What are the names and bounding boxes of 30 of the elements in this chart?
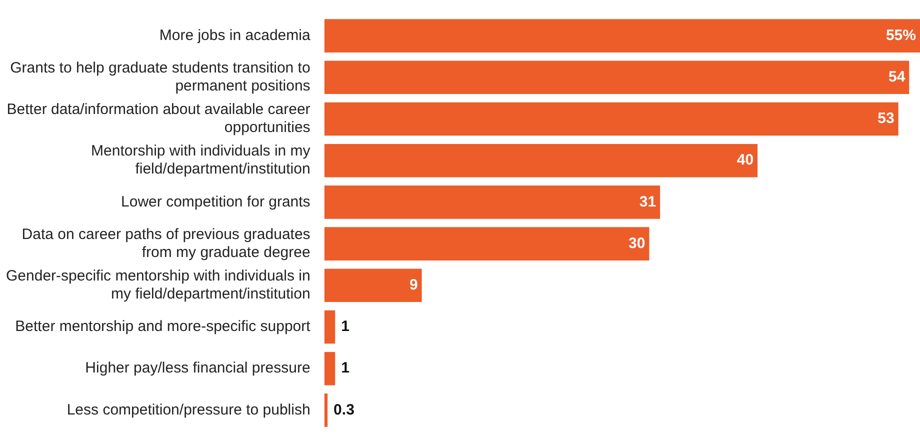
y-tick-label: Better data/information about available career opportunities	[6, 101, 310, 136]
data-label: 9	[409, 276, 418, 294]
bar	[324, 268, 422, 302]
y-tick-label: More jobs in academia	[159, 26, 311, 44]
data-label: 54	[888, 68, 906, 86]
y-tick-label: Lower competition for grants	[121, 193, 310, 210]
y-tick-label: Data on career paths of previous graduates from my graduate degree	[22, 226, 310, 261]
bar	[324, 186, 660, 219]
y-tick-label: Mentorship with individuals in my field/department/institution	[91, 142, 311, 178]
data-label: 55%	[886, 26, 916, 44]
y-tick-label: Better mentorship and more-specific support	[15, 318, 312, 336]
bar	[324, 352, 336, 386]
y-tick-label: Higher pay/less financial pressure	[85, 360, 310, 377]
bar	[324, 60, 910, 94]
bar	[324, 102, 898, 136]
bar	[324, 310, 336, 344]
data-label: 30	[628, 234, 646, 252]
data-label: 1	[341, 360, 350, 377]
y-tick-label: Gender-specific mentorship with individuals in my field/department/institution	[6, 268, 310, 303]
data-label: 0.3	[334, 401, 354, 418]
bar	[324, 227, 650, 260]
data-label: 53	[878, 110, 894, 128]
data-label: 31	[639, 193, 656, 210]
bar	[324, 19, 920, 52]
y-tick-label: Less competition/pressure to publish	[66, 401, 310, 418]
y-tick-label: Grants to help graduate students transition to permanent positions	[10, 60, 310, 95]
data-label: 40	[736, 152, 754, 169]
bar	[324, 144, 758, 178]
data-label: 1	[341, 318, 350, 336]
bar	[324, 394, 328, 427]
